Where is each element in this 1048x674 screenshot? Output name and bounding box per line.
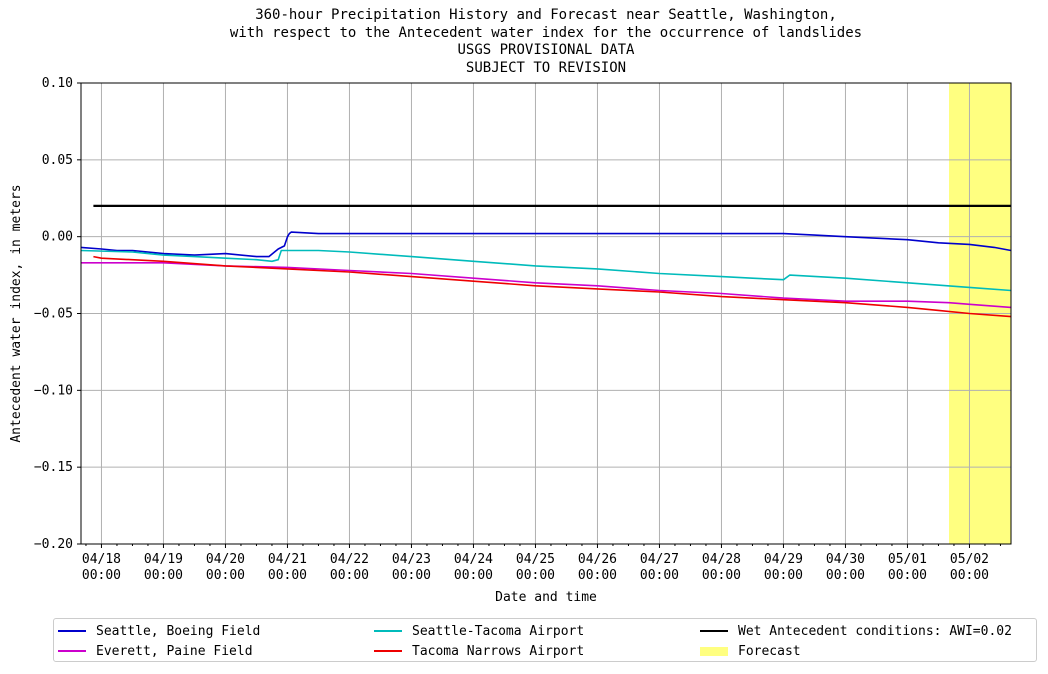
x-tick-label: 04/21 [268, 552, 307, 567]
x-tick-label: 00:00 [516, 568, 555, 583]
x-tick-label: 00:00 [702, 568, 741, 583]
title-line-3: USGS PROVISIONAL DATA [457, 42, 635, 58]
series-line-seattle-boeing-field [80, 231, 1012, 258]
x-tick-label: 00:00 [392, 568, 431, 583]
legend-label: Seattle-Tacoma Airport [412, 623, 585, 639]
x-tick-label: 04/22 [330, 552, 369, 567]
x-tick-label: 05/01 [888, 552, 927, 567]
legend-swatch [374, 650, 402, 652]
x-tick-label: 05/02 [950, 552, 989, 567]
x-tick-label: 04/20 [206, 552, 245, 567]
legend-swatch [58, 650, 86, 652]
title-line-1: 360-hour Precipitation History and Forec… [255, 7, 837, 23]
legend-swatch [374, 630, 402, 632]
x-tick-label: 00:00 [888, 568, 927, 583]
x-tick-label: 00:00 [764, 568, 803, 583]
x-tick-label: 04/18 [82, 552, 121, 567]
y-tick-label: −0.05 [34, 307, 73, 322]
y-tick-label: 0.00 [42, 230, 73, 245]
x-tick-label: 04/29 [764, 552, 803, 567]
y-tick-label: 0.05 [42, 153, 73, 168]
legend: Seattle, Boeing Field Everett, Paine Fiel… [53, 618, 1037, 662]
legend-item: Forecast [700, 642, 801, 660]
x-tick-label: 04/30 [826, 552, 865, 567]
x-tick-label: 00:00 [330, 568, 369, 583]
y-tick-label: −0.20 [34, 537, 73, 552]
x-tick-label: 00:00 [826, 568, 865, 583]
x-tick-label: 00:00 [206, 568, 245, 583]
legend-item: Tacoma Narrows Airport [374, 642, 584, 660]
title-line-2: with respect to the Antecedent water ind… [229, 24, 863, 41]
x-axis-label: Date and time [495, 590, 597, 605]
grid-layer [81, 82, 1011, 545]
legend-swatch [700, 630, 728, 632]
x-tick-label: 00:00 [268, 568, 307, 583]
legend-item: Wet Antecedent conditions: AWI=0.02 [700, 622, 1012, 640]
x-tick-label: 04/26 [578, 552, 617, 567]
series-line-everett-paine-field [81, 261, 1012, 309]
x-tick-label: 04/28 [702, 552, 741, 567]
legend-label: Seattle, Boeing Field [96, 623, 261, 639]
x-tick-label: 04/19 [144, 552, 183, 567]
series-line-tacoma-narrows-airport [93, 255, 1012, 318]
x-tick-label: 04/27 [640, 552, 679, 567]
legend-label: Tacoma Narrows Airport [412, 643, 585, 659]
legend-label: Forecast [738, 643, 801, 659]
legend-swatch [700, 646, 728, 656]
x-tick-label: 04/25 [516, 552, 555, 567]
legend-swatch [58, 630, 86, 632]
x-tick-label: 00:00 [144, 568, 183, 583]
y-tick-label: −0.10 [34, 383, 73, 398]
y-axis-label: Antecedent water index, in meters [9, 184, 24, 442]
x-tick-label: 00:00 [578, 568, 617, 583]
y-tick-label: −0.15 [34, 460, 73, 475]
x-tick-label: 00:00 [82, 568, 121, 583]
legend-item: Everett, Paine Field [58, 642, 253, 660]
legend-label: Wet Antecedent conditions: AWI=0.02 [738, 623, 1012, 639]
chart-title: 360-hour Precipitation History and Forec… [0, 7, 1048, 77]
series-line-seattle-tacoma-airport [80, 249, 1012, 292]
x-tick-label: 00:00 [454, 568, 493, 583]
x-tick-label: 04/24 [454, 552, 493, 567]
title-line-4: SUBJECT TO REVISION [465, 59, 627, 76]
legend-item: Seattle, Boeing Field [58, 622, 260, 640]
series-layer [80, 204, 1012, 318]
x-tick-label: 00:00 [950, 568, 989, 583]
x-tick-label: 04/23 [392, 552, 431, 567]
legend-item: Seattle-Tacoma Airport [374, 622, 584, 640]
tick-layer: 04/1800:0004/1900:0004/2000:0004/2100:00… [34, 76, 1001, 583]
y-tick-label: 0.10 [42, 76, 73, 91]
x-tick-label: 00:00 [640, 568, 679, 583]
legend-label: Everett, Paine Field [96, 643, 253, 659]
